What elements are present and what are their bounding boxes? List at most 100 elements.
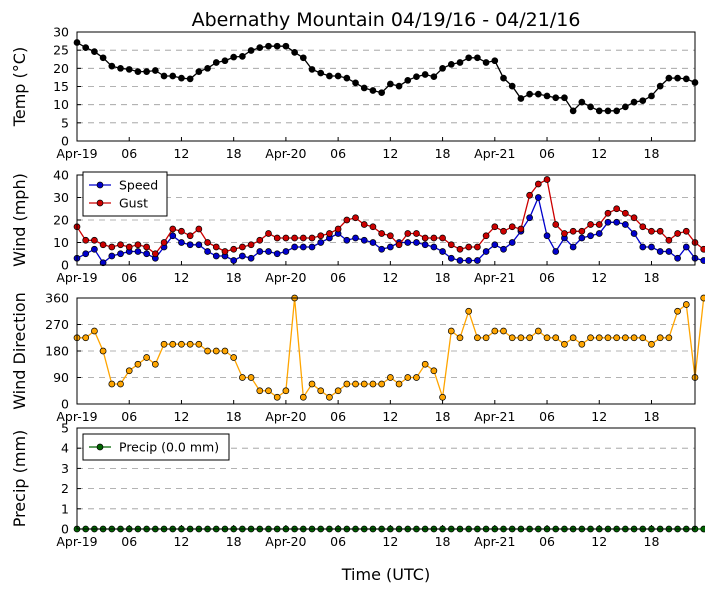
y-tick-label: 0 — [61, 397, 69, 412]
legend-swatch-marker — [96, 181, 104, 189]
data-point — [500, 74, 507, 82]
x-tick-label: 18 — [644, 146, 660, 161]
x-tick-label: Apr-19 — [56, 534, 97, 549]
data-point — [413, 230, 420, 237]
data-point — [99, 347, 107, 355]
data-point — [491, 327, 499, 335]
data-point — [430, 234, 438, 242]
data-point — [639, 243, 647, 251]
data-point — [204, 239, 211, 246]
x-tick-label: 18 — [226, 409, 242, 424]
y-tick-label: 10 — [53, 235, 69, 250]
x-tick-label: 06 — [330, 534, 346, 549]
data-point — [239, 52, 246, 60]
series-speed — [73, 194, 705, 267]
data-point — [491, 223, 499, 231]
data-point — [317, 69, 325, 77]
legend-swatch-marker — [96, 199, 104, 207]
data-point — [517, 334, 525, 342]
x-tick-label: Apr-20 — [265, 146, 306, 161]
data-point — [291, 234, 298, 242]
data-point — [534, 180, 542, 188]
data-point — [447, 254, 455, 262]
x-tick-label: 06 — [539, 409, 555, 424]
data-point — [265, 42, 272, 50]
data-point — [387, 232, 394, 240]
data-point — [526, 191, 533, 199]
legend: Speed Gust — [82, 171, 168, 217]
data-point — [421, 71, 429, 78]
data-point — [430, 367, 438, 375]
data-point — [639, 97, 647, 105]
data-point — [195, 225, 203, 233]
data-point — [534, 194, 542, 201]
y-tick-label: 2 — [61, 481, 69, 496]
data-point — [604, 209, 612, 217]
legend-box — [82, 171, 168, 217]
data-point — [665, 236, 673, 244]
data-point — [239, 374, 246, 381]
y-axis-label: Wind Direction — [10, 292, 29, 410]
data-point — [395, 380, 403, 388]
data-point — [578, 234, 586, 242]
data-point — [360, 380, 368, 388]
data-point — [552, 248, 560, 255]
data-point — [439, 64, 446, 72]
data-point — [143, 243, 150, 251]
data-point — [613, 334, 621, 342]
series-panel1-1 — [73, 39, 699, 115]
y-tick-label: 360 — [45, 291, 69, 306]
data-point — [700, 257, 705, 264]
data-point — [474, 54, 481, 62]
data-point — [212, 59, 220, 66]
data-point — [169, 232, 177, 240]
x-tick-label: Apr-20 — [265, 409, 306, 424]
data-point — [665, 334, 673, 342]
data-point — [125, 367, 133, 375]
data-point — [334, 225, 342, 233]
data-point — [169, 72, 177, 80]
y-tick-label: 5 — [61, 115, 69, 130]
data-point — [439, 234, 446, 242]
data-point — [308, 243, 316, 251]
data-point — [108, 252, 116, 260]
data-point — [561, 230, 568, 237]
x-tick-label: 06 — [539, 270, 555, 285]
x-tick-label: 18 — [435, 409, 451, 424]
data-point — [282, 42, 290, 50]
data-point — [456, 257, 464, 264]
x-tick-label: 12 — [382, 534, 398, 549]
data-point — [186, 232, 194, 240]
legend-entry: Gust — [119, 196, 148, 211]
data-point — [378, 230, 385, 237]
data-point — [534, 90, 542, 98]
panel-3: 0 90 180 270 360 Apr-19 06 12 18 Apr-20 06 12 18 Apr-… — [10, 291, 705, 424]
data-point — [569, 243, 577, 251]
data-point — [500, 327, 507, 335]
data-point — [578, 98, 586, 106]
x-tick-label: Apr-19 — [56, 146, 97, 161]
x-tick-label: 06 — [539, 146, 555, 161]
data-point — [569, 334, 577, 342]
data-point — [491, 241, 499, 249]
data-point — [239, 252, 246, 260]
data-point — [517, 225, 525, 233]
data-point — [360, 236, 368, 244]
data-point — [439, 393, 446, 401]
data-point — [82, 44, 90, 51]
data-point — [682, 301, 690, 308]
data-point — [682, 243, 690, 251]
series-line — [77, 297, 705, 400]
data-point — [595, 334, 603, 342]
data-point — [169, 225, 177, 233]
data-point — [230, 354, 238, 361]
x-tick-label: 12 — [591, 146, 607, 161]
data-point — [230, 257, 238, 264]
data-point — [151, 67, 159, 74]
data-point — [569, 107, 577, 115]
data-point — [99, 241, 107, 249]
data-point — [99, 259, 107, 267]
y-axis-label: Temp (°C) — [10, 47, 29, 127]
data-point — [587, 221, 594, 228]
x-tick-label: Apr-21 — [474, 409, 515, 424]
